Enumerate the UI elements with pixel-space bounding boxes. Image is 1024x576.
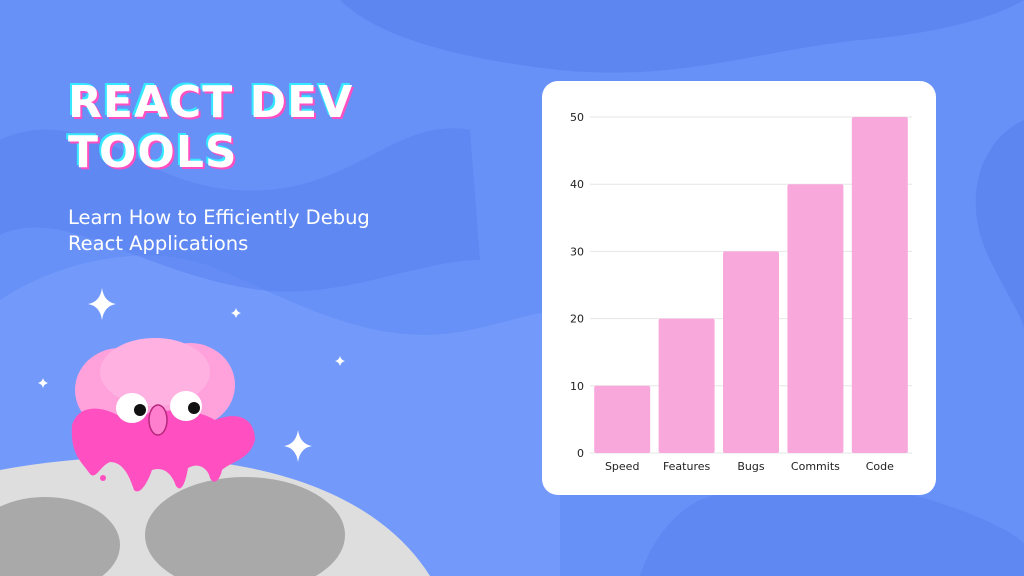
bar-bugs	[723, 251, 779, 453]
pink-blob-mascot	[71, 338, 255, 492]
x-tick-label: Bugs	[737, 460, 765, 473]
y-tick-label: 30	[570, 245, 584, 258]
chart-card: 0 10 20 30 40 50 Speed Features Bugs Commits Code	[542, 81, 936, 495]
bar-code	[851, 117, 908, 453]
bar-speed	[594, 385, 651, 453]
y-axis-labels: 0 10 20 30 40 50	[570, 111, 584, 460]
x-axis-labels: Speed Features Bugs Commits Code	[605, 460, 894, 473]
x-tick-label: Features	[663, 460, 711, 473]
page-subtitle: Learn How to Efficiently Debug React App…	[68, 206, 370, 255]
moon-surface	[0, 457, 430, 576]
y-tick-label: 20	[570, 313, 584, 326]
bar-features	[658, 318, 715, 453]
y-tick-label: 10	[570, 380, 584, 393]
chart-bars	[594, 117, 908, 453]
page-title: REACT DEV TOOLS	[68, 77, 354, 178]
bar-commits	[787, 184, 844, 453]
y-tick-label: 0	[577, 447, 584, 460]
sparkle-icon	[38, 288, 345, 462]
x-tick-label: Commits	[791, 460, 840, 473]
bar-chart: 0 10 20 30 40 50 Speed Features Bugs Commits Code	[570, 111, 912, 473]
y-tick-label: 40	[570, 178, 584, 191]
x-tick-label: Speed	[605, 460, 639, 473]
y-tick-label: 50	[570, 111, 584, 124]
x-tick-label: Code	[866, 460, 894, 473]
